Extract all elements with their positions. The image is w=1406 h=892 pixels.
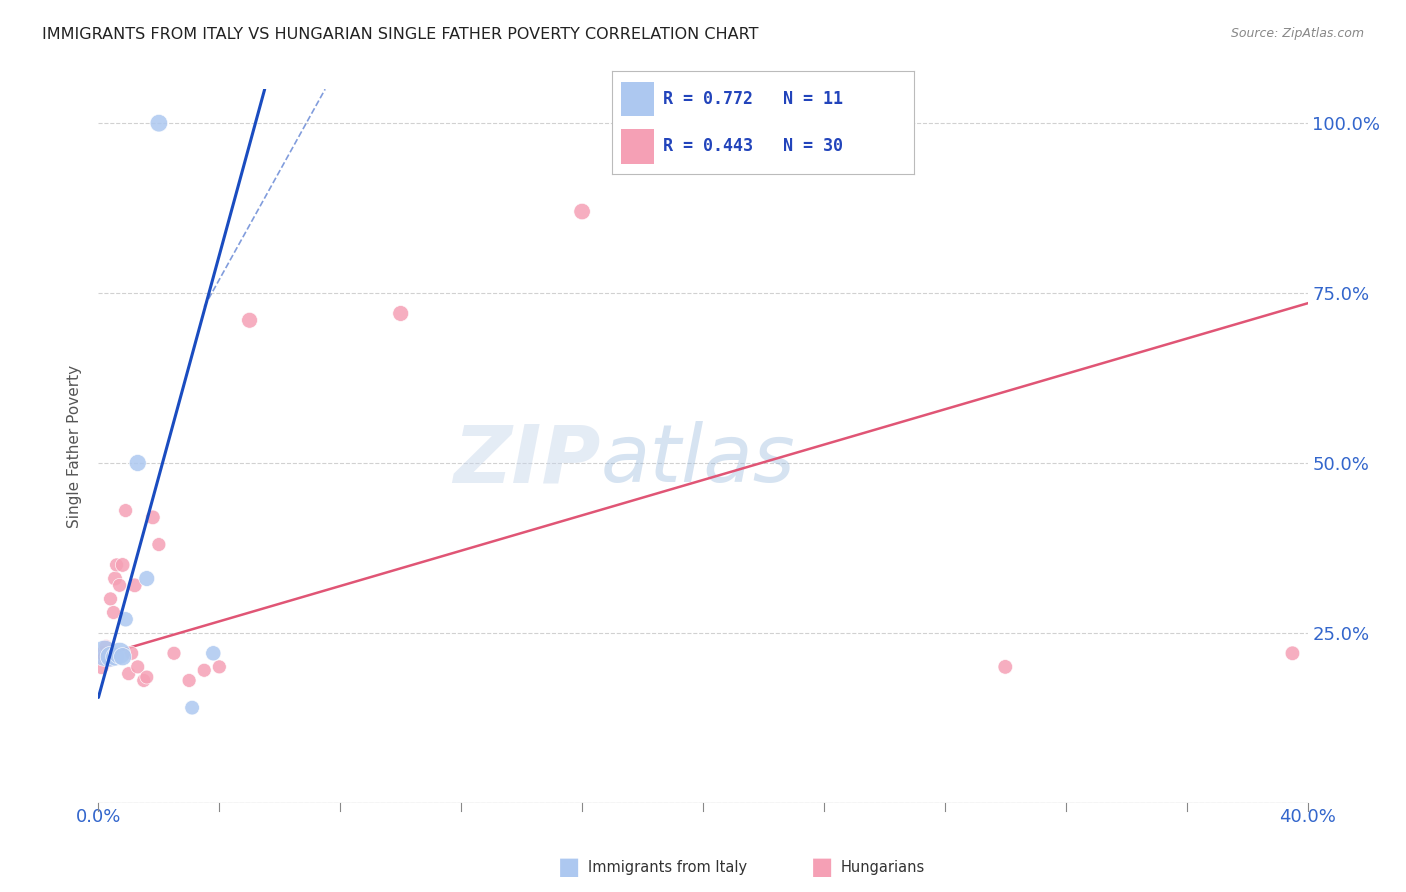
Text: Source: ZipAtlas.com: Source: ZipAtlas.com — [1230, 27, 1364, 40]
Text: ■: ■ — [811, 855, 834, 879]
Point — [127, 660, 149, 674]
Text: atlas: atlas — [600, 421, 794, 500]
Point — [111, 558, 134, 572]
Point — [108, 646, 131, 660]
Point — [1281, 646, 1303, 660]
Point — [239, 313, 262, 327]
Point — [148, 537, 170, 551]
Point — [105, 558, 128, 572]
Point — [100, 591, 122, 606]
Point — [108, 578, 131, 592]
Point — [111, 649, 134, 664]
FancyBboxPatch shape — [620, 128, 654, 163]
Point — [104, 649, 127, 664]
Point — [91, 646, 114, 660]
Text: Immigrants from Italy: Immigrants from Italy — [588, 860, 747, 874]
Point — [118, 666, 141, 681]
Point — [98, 653, 121, 667]
Point — [181, 700, 204, 714]
Text: IMMIGRANTS FROM ITALY VS HUNGARIAN SINGLE FATHER POVERTY CORRELATION CHART: IMMIGRANTS FROM ITALY VS HUNGARIAN SINGL… — [42, 27, 759, 42]
Point — [94, 640, 117, 654]
Text: ZIP: ZIP — [453, 421, 600, 500]
Point — [93, 649, 115, 664]
Point — [208, 660, 231, 674]
Point — [148, 116, 170, 130]
Point — [179, 673, 201, 688]
Text: R = 0.443   N = 30: R = 0.443 N = 30 — [664, 136, 844, 154]
Point — [124, 578, 146, 592]
Point — [135, 670, 157, 684]
Point — [132, 673, 155, 688]
Point — [100, 649, 122, 664]
Point — [93, 646, 115, 660]
Point — [193, 663, 215, 677]
Text: Hungarians: Hungarians — [841, 860, 925, 874]
Point — [163, 646, 186, 660]
Point — [571, 204, 593, 219]
Point — [389, 306, 412, 320]
FancyBboxPatch shape — [620, 81, 654, 117]
Point — [104, 572, 127, 586]
Point — [121, 646, 143, 660]
Point — [127, 456, 149, 470]
Point — [135, 572, 157, 586]
Point — [723, 116, 745, 130]
Point — [202, 646, 225, 660]
Point — [103, 606, 125, 620]
Point — [114, 612, 136, 626]
Point — [142, 510, 165, 524]
Point — [994, 660, 1017, 674]
Point — [114, 503, 136, 517]
Text: ■: ■ — [558, 855, 581, 879]
Y-axis label: Single Father Poverty: Single Father Poverty — [67, 365, 83, 527]
Point — [90, 660, 112, 674]
Text: R = 0.772   N = 11: R = 0.772 N = 11 — [664, 89, 844, 108]
